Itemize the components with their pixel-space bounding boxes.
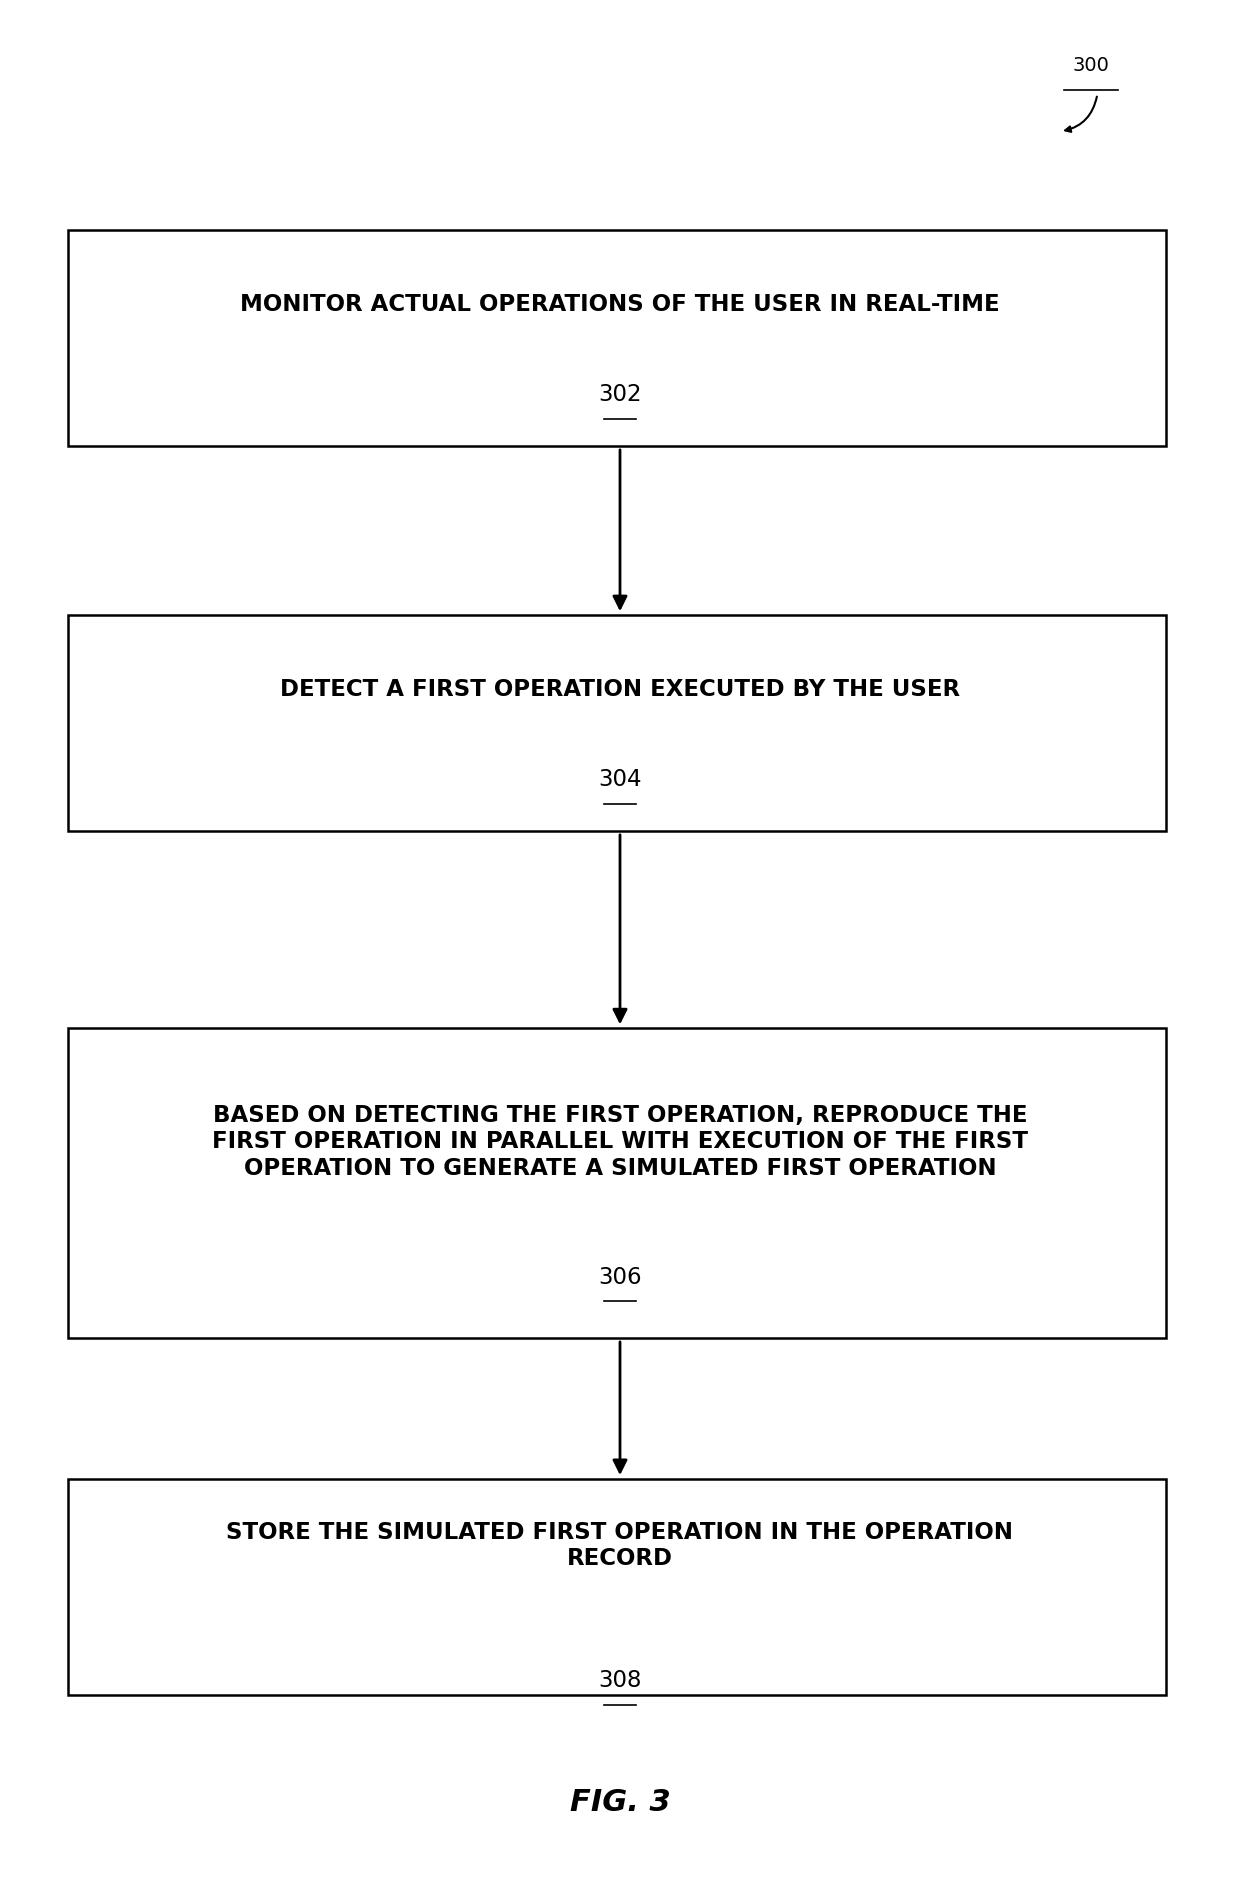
Text: MONITOR ACTUAL OPERATIONS OF THE USER IN REAL-TIME: MONITOR ACTUAL OPERATIONS OF THE USER IN… [241, 293, 999, 316]
Text: FIG. 3: FIG. 3 [569, 1788, 671, 1818]
Text: 306: 306 [598, 1266, 642, 1288]
Text: STORE THE SIMULATED FIRST OPERATION IN THE OPERATION
RECORD: STORE THE SIMULATED FIRST OPERATION IN T… [227, 1521, 1013, 1570]
Text: BASED ON DETECTING THE FIRST OPERATION, REPRODUCE THE
FIRST OPERATION IN PARALLE: BASED ON DETECTING THE FIRST OPERATION, … [212, 1104, 1028, 1179]
Text: 308: 308 [598, 1670, 642, 1692]
Text: 304: 304 [598, 768, 642, 791]
Text: 302: 302 [598, 383, 642, 406]
Bar [68, 229, 1166, 445]
Text: 300: 300 [1073, 56, 1110, 75]
Bar [68, 1027, 1166, 1337]
Bar [68, 1480, 1166, 1694]
Text: DETECT A FIRST OPERATION EXECUTED BY THE USER: DETECT A FIRST OPERATION EXECUTED BY THE… [280, 678, 960, 700]
Bar [68, 616, 1166, 830]
